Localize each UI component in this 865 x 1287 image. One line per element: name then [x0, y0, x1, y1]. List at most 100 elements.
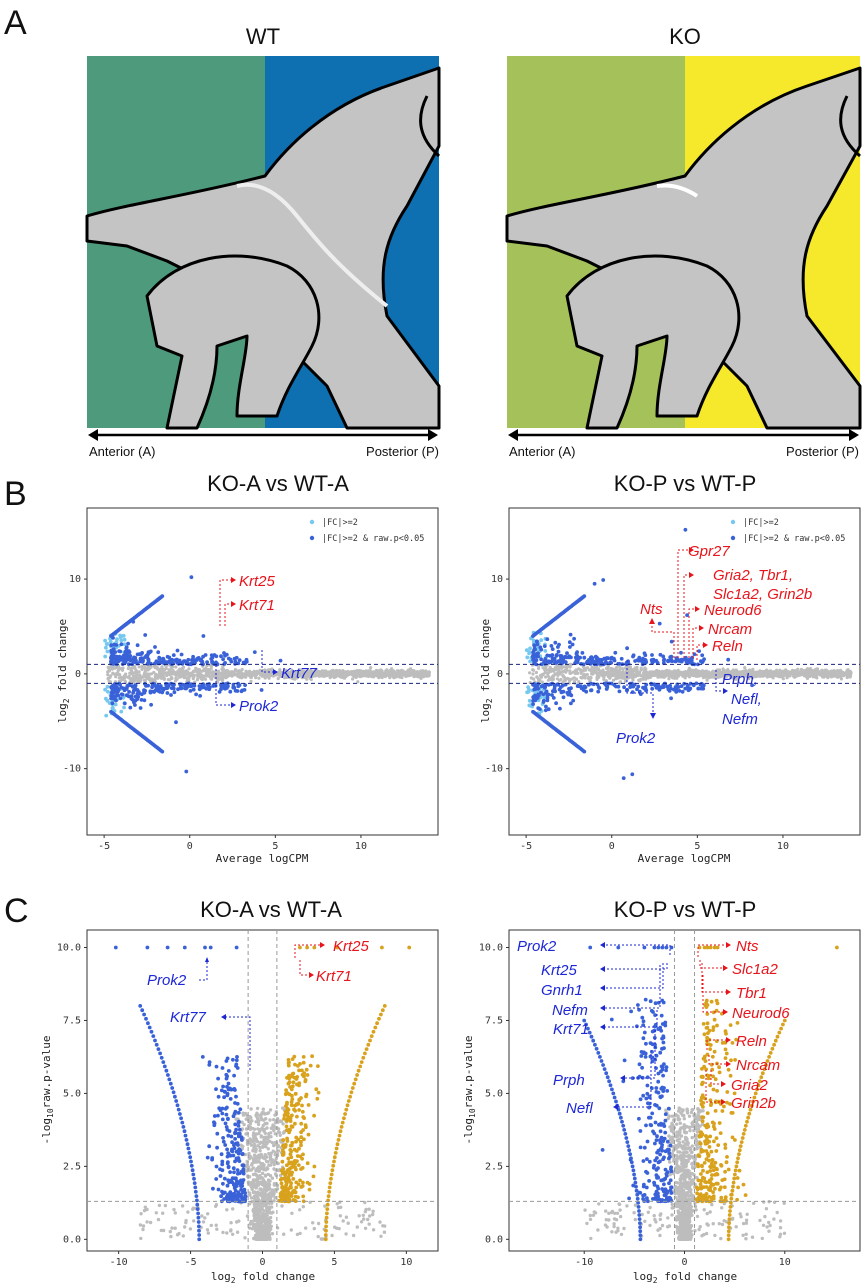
data-point	[367, 1207, 371, 1211]
data-point	[161, 658, 166, 662]
data-point	[169, 1234, 173, 1239]
data-point	[351, 677, 355, 681]
data-point	[651, 658, 656, 663]
data-point	[258, 671, 262, 675]
data-point	[111, 661, 116, 666]
data-point	[229, 1221, 233, 1225]
data-point	[256, 1119, 261, 1124]
data-point	[275, 1153, 280, 1158]
data-point	[170, 676, 174, 681]
y-tick-label: 0	[497, 669, 503, 680]
data-point	[139, 698, 144, 702]
data-point	[241, 1113, 246, 1117]
data-point	[160, 594, 165, 598]
data-point	[172, 690, 177, 695]
data-point	[165, 682, 170, 686]
data-point	[531, 654, 535, 659]
data-point	[167, 659, 172, 664]
data-point	[667, 689, 672, 693]
data-point	[189, 575, 194, 580]
data-point	[819, 673, 823, 677]
data-point	[137, 665, 141, 669]
data-point	[691, 683, 696, 688]
data-point	[639, 659, 644, 663]
data-point	[150, 683, 155, 688]
data-point	[253, 1218, 258, 1223]
data-point	[259, 688, 264, 692]
ma-p-label-nrcam: Nrcam	[708, 621, 752, 638]
data-point	[104, 645, 108, 650]
data-point	[402, 671, 406, 675]
data-point	[563, 678, 567, 683]
ko-brain-schematic: KO Anterior (A) Posterior (P)	[505, 24, 862, 459]
data-point	[105, 684, 110, 689]
data-point	[839, 677, 844, 681]
data-point	[558, 653, 563, 658]
data-point	[309, 677, 313, 682]
data-point	[546, 692, 551, 697]
data-point	[541, 666, 545, 670]
data-point	[265, 1135, 270, 1140]
data-point	[137, 690, 141, 694]
data-point	[184, 769, 189, 774]
ma-a-ylabel: log2 fold change	[56, 619, 71, 723]
data-point	[259, 1180, 263, 1184]
data-point	[165, 673, 169, 678]
data-point	[253, 1211, 258, 1215]
data-point	[536, 682, 541, 686]
data-point	[623, 671, 627, 675]
data-point	[225, 1208, 229, 1212]
data-point	[114, 665, 118, 670]
data-point	[546, 672, 550, 676]
data-point	[108, 639, 113, 644]
data-point	[132, 655, 136, 660]
data-point	[583, 667, 587, 671]
data-point	[159, 1228, 163, 1233]
data-point	[174, 720, 178, 725]
data-point	[758, 669, 762, 673]
data-point	[717, 669, 722, 673]
data-point	[811, 675, 816, 679]
data-point	[183, 1225, 187, 1229]
data-point	[368, 1214, 372, 1218]
data-point	[244, 675, 248, 679]
data-point	[111, 684, 115, 688]
ma-a-legend-1: |FC|>=2	[322, 518, 358, 528]
data-point	[528, 671, 532, 675]
data-point	[253, 1172, 258, 1176]
data-point	[181, 665, 186, 670]
data-point	[244, 1117, 248, 1121]
data-point	[606, 671, 610, 675]
wt-anterior-label: Anterior (A)	[89, 444, 155, 459]
x-tick-label: 0	[187, 841, 193, 852]
data-point	[558, 706, 562, 711]
data-point	[614, 684, 618, 689]
data-point	[357, 1214, 361, 1218]
data-point	[258, 1145, 262, 1150]
data-point	[743, 666, 747, 670]
data-point	[249, 1107, 253, 1111]
data-point	[245, 672, 250, 676]
data-point	[814, 667, 818, 672]
data-point	[209, 676, 214, 680]
ma-a-legend-2: |FC|>=2 & raw.p<0.05	[322, 534, 424, 544]
data-point	[556, 649, 561, 654]
data-point	[349, 672, 353, 676]
data-point	[553, 640, 558, 645]
data-point	[273, 1113, 277, 1117]
ma-p-label-gpr27: Gpr27	[688, 543, 730, 560]
data-point	[650, 653, 654, 657]
data-point	[192, 675, 196, 679]
data-point	[268, 1154, 273, 1158]
data-point	[143, 633, 148, 637]
data-point	[248, 1121, 253, 1126]
data-point	[258, 1166, 262, 1170]
data-point	[389, 674, 393, 678]
data-point	[140, 667, 144, 672]
data-point	[392, 673, 397, 677]
data-point	[174, 665, 178, 669]
data-point	[138, 706, 143, 710]
data-point	[545, 696, 550, 700]
data-point	[225, 674, 230, 678]
data-point	[726, 657, 731, 662]
